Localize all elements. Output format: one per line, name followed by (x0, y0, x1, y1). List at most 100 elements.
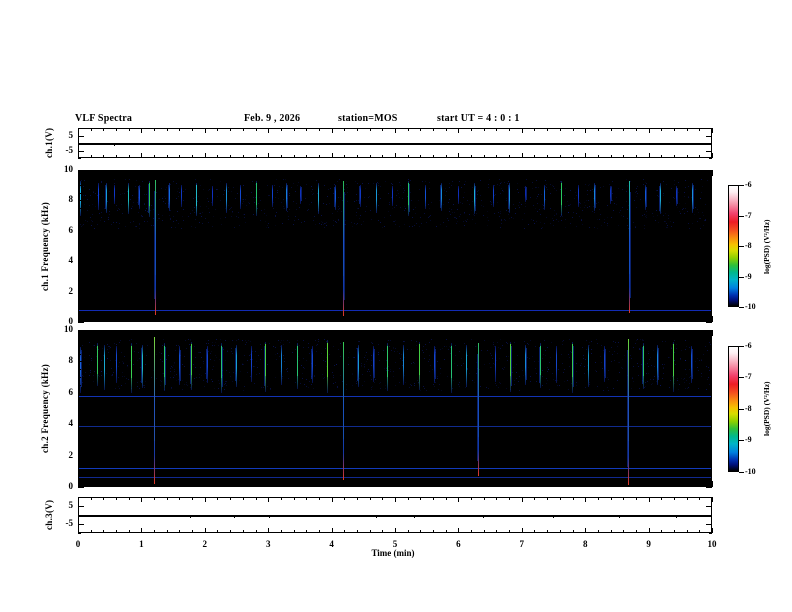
ch1-spec-noise-pixel (92, 204, 93, 205)
ch1-spec-ytick-minor (709, 314, 712, 315)
ch1-spec-noise-pixel (185, 189, 186, 190)
colorbar-ch1-caption: log(PSD) (V²/Hz) (762, 219, 771, 274)
ch1-spec-noise-pixel (674, 198, 675, 199)
ch1-spec-xtick-bot-minor (294, 319, 295, 322)
ch1-spec-noise-pixel (404, 224, 405, 225)
ch1-spec-vertical-streak (114, 185, 115, 204)
ch2-spec-xtick-bot-major (585, 481, 586, 487)
ch2-spec-noise-pixel (697, 358, 698, 359)
ch2-spec-noise-pixel (137, 386, 138, 387)
ch1-spec-xtick-top-major (205, 170, 206, 176)
ch2-spec-noise-pixel (484, 340, 485, 341)
ch2-spec-noise-pixel (465, 387, 466, 388)
ch1-wave-xtick-top-minor (294, 128, 295, 131)
ch1-spec-noise-pixel (636, 191, 637, 192)
ch1-spec-noise-pixel (344, 185, 345, 186)
ch1-spec-noise-pixel (674, 180, 675, 181)
ch1-spec-noise-pixel (429, 216, 430, 217)
ch2-spec-noise-pixel (340, 356, 341, 357)
ch1-spec-noise-pixel (337, 211, 338, 212)
ch1-spec-noise-pixel (108, 217, 109, 218)
ch1-wave-xtick-top-major (141, 128, 142, 133)
ch2-spec-noise-pixel (506, 356, 507, 357)
ch1-spec-noise-pixel (540, 222, 541, 223)
ch2-spec-noise-pixel (442, 348, 443, 349)
colorbar-ch1-tick-label: -10 (745, 302, 756, 311)
ch1-spec-noise-pixel (242, 199, 243, 200)
ch1-spec-noise-pixel (206, 206, 207, 207)
ch1-spec-xtick-bot-minor (129, 319, 130, 322)
ch1-spec-noise-pixel (175, 227, 176, 228)
ch1-spec-noise-pixel (404, 210, 405, 211)
ch1-spec-noise-pixel (536, 198, 537, 199)
ch2-spec-noise-pixel (653, 379, 654, 380)
ch2-spec-noise-pixel (630, 355, 631, 356)
ch2-spec-xtick-top-minor (230, 330, 231, 333)
ch2-spec-noise-pixel (338, 349, 339, 350)
ch2-spec-noise-pixel (486, 387, 487, 388)
ch2-spec-xtick-bot-major (332, 481, 333, 487)
ch1-spec-noise-pixel (513, 218, 514, 219)
ch1-spec-noise-pixel (129, 179, 130, 180)
ch2-spec-noise-pixel (617, 346, 618, 347)
ch2-spec-noise-pixel (107, 358, 108, 359)
ch2-spec-noise-pixel (257, 367, 258, 368)
ch1-spec-noise-pixel (325, 223, 326, 224)
ch1-spec-noise-pixel (390, 215, 391, 216)
ch2-spec-noise-pixel (411, 340, 412, 341)
ch2-spec-ytick-major (706, 487, 712, 488)
ch1-spec-noise-pixel (668, 218, 669, 219)
ch1-spec-noise-pixel (231, 207, 232, 208)
ch1-spec-vertical-streak (360, 185, 361, 207)
colorbar-ch1 (728, 185, 739, 307)
ch1-spec-noise-pixel (475, 223, 476, 224)
ch2-spec-noise-pixel (562, 363, 563, 364)
ch2-spec-streak-core (540, 346, 541, 375)
ch1-spec-noise-pixel (355, 181, 356, 182)
ch1-spec-ytick-minor (78, 246, 81, 247)
ch2-spec-noise-pixel (195, 357, 196, 358)
ch1-spec-xtick-bot-major (332, 316, 333, 322)
ch1-spec-xtick-bot-major (141, 316, 142, 322)
ch2-spec-noise-pixel (542, 376, 543, 377)
ch1-spec-xtick-top-major (522, 170, 523, 176)
ch1-spec-noise-pixel (618, 225, 619, 226)
ch1-spec-xtick-bot-minor (243, 319, 244, 322)
ch1-spec-noise-pixel (323, 203, 324, 204)
ch1-spec-noise-pixel (635, 192, 636, 193)
ch2-spec-ytick-minor (78, 346, 81, 347)
ch3-wave-xtick-bot-minor (636, 530, 637, 533)
ch1-spec-noise-pixel (279, 186, 280, 187)
ch1-spec-xtick-top-minor (496, 170, 497, 173)
ch2-spec-noise-pixel (318, 341, 319, 342)
ch2-spec-noise-pixel (378, 352, 379, 353)
ch1-spec-noise-pixel (685, 203, 686, 204)
ch2-spec-noise-pixel (329, 354, 330, 355)
ch1-spec-noise-pixel (521, 204, 522, 205)
ch1-spec-noise-pixel (588, 185, 589, 186)
x-axis-tick-label: 9 (639, 539, 659, 549)
ch3-wave-xtick-top-minor (116, 497, 117, 500)
ch1-spec-noise-pixel (378, 220, 379, 221)
ch1-spec-noise-pixel (646, 183, 647, 184)
ch3-wave-xtick-top-minor (382, 497, 383, 500)
ch1-spec-noise-pixel (157, 220, 158, 221)
ch1-spec-xtick-bot-minor (623, 319, 624, 322)
ch1-spec-noise-pixel (238, 217, 239, 218)
ch1-spec-noise-pixel (319, 223, 320, 224)
ch1-spec-noise-pixel (644, 228, 645, 229)
ch1-spec-xtick-bot-minor (230, 319, 231, 322)
ch1-spec-noise-pixel (589, 206, 590, 207)
ch2-spec-noise-pixel (562, 341, 563, 342)
ch1-spec-noise-pixel (170, 219, 171, 220)
ch2-spec-noise-pixel (192, 384, 193, 385)
ch3-waveform-spike (506, 515, 507, 517)
ch1-spec-noise-pixel (83, 186, 84, 187)
ch1-spec-noise-pixel (158, 218, 159, 219)
ch2-spec-noise-pixel (550, 357, 551, 358)
ch2-spec-xtick-bot-minor (598, 484, 599, 487)
ch3-wave-xtick-bot-minor (446, 530, 447, 533)
ch1-spec-vertical-streak-edge (301, 187, 302, 201)
ch1-spec-noise-pixel (93, 192, 94, 193)
ch2-spec-noise-pixel (93, 381, 94, 382)
